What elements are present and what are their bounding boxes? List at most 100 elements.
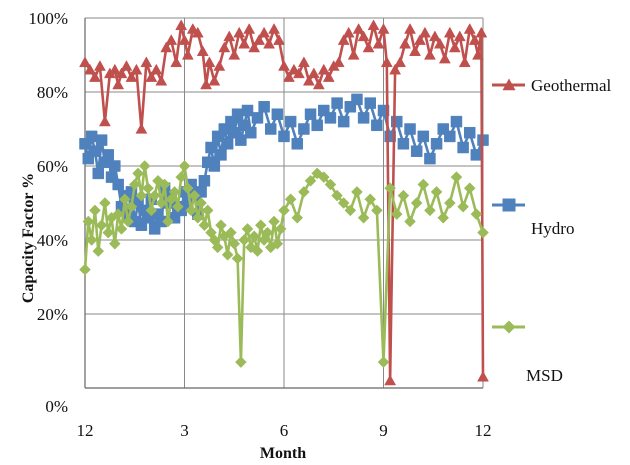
msd-point — [138, 160, 151, 172]
hydro-point — [430, 138, 443, 150]
geothermal-point — [196, 45, 209, 56]
hydro-point — [410, 145, 423, 157]
hydro-point — [109, 160, 121, 172]
msd-point — [142, 182, 154, 195]
geothermal-point — [170, 56, 183, 68]
geothermal-point — [297, 56, 310, 68]
geothermal-point — [372, 37, 385, 49]
geothermal-point — [112, 78, 125, 90]
x-tick-label: 6 — [280, 421, 289, 440]
y-tick-label: 20% — [37, 305, 68, 324]
msd-point — [417, 178, 430, 191]
geothermal-point — [352, 23, 365, 34]
geothermal-point — [238, 37, 251, 49]
hydro-point — [231, 108, 244, 120]
msd-point — [99, 197, 111, 209]
geothermal-point — [409, 45, 421, 56]
msd-point — [371, 204, 383, 217]
msd-point — [125, 200, 138, 213]
msd-point — [221, 248, 234, 261]
hydro-point — [337, 115, 350, 128]
geothermal-point — [213, 60, 226, 71]
geothermal-point — [243, 23, 256, 34]
hydro-point — [298, 123, 310, 135]
msd-point — [211, 241, 224, 254]
geothermal-point — [458, 56, 471, 68]
hydro-point — [264, 123, 277, 135]
msd-point — [181, 182, 194, 195]
msd-point — [337, 197, 350, 209]
msd-point — [191, 211, 204, 224]
msd-point — [261, 226, 274, 239]
geothermal-point — [178, 34, 191, 45]
msd-point — [248, 230, 261, 243]
msd-point — [331, 189, 343, 202]
hydro-point — [291, 138, 304, 150]
msd-point — [201, 204, 214, 217]
hydro-point — [251, 112, 264, 124]
msd-point — [397, 189, 410, 202]
hydro-point — [417, 130, 430, 143]
geothermal-point — [181, 48, 194, 60]
msd-point — [278, 204, 290, 217]
msd-point — [135, 189, 148, 202]
y-tick-label: 40% — [37, 231, 68, 250]
x-tick-label: 3 — [180, 421, 189, 440]
geothermal-point — [389, 63, 402, 75]
hydro-point — [102, 149, 114, 161]
y-tick-label: 80% — [37, 83, 68, 102]
msd-point — [304, 174, 317, 187]
msd-point — [82, 215, 95, 228]
geothermal-point — [120, 60, 133, 71]
geothermal-point — [404, 23, 416, 34]
geothermal-point — [342, 26, 355, 38]
msd-point — [228, 237, 241, 250]
hydro-point — [85, 130, 98, 143]
msd-point — [430, 186, 443, 198]
hydro-point — [205, 141, 217, 154]
hydro-point — [284, 115, 297, 128]
hydro-point — [470, 149, 483, 161]
msd-point — [115, 223, 128, 235]
hydro-point — [463, 126, 476, 139]
hydro-point — [258, 101, 270, 113]
msd-point — [271, 237, 284, 250]
geothermal-point — [135, 122, 148, 134]
msd-point — [178, 160, 191, 172]
msd-point — [298, 186, 310, 198]
msd-point — [195, 197, 207, 209]
hydro-point — [331, 97, 343, 109]
x-axis-label: Month — [260, 445, 306, 460]
hydro-point — [371, 119, 383, 132]
geothermal-point — [394, 56, 407, 68]
geothermal-point — [367, 19, 380, 31]
hydro-point — [351, 93, 363, 106]
geothermal-point — [477, 370, 489, 382]
hydro-point — [112, 178, 124, 191]
msd-point — [317, 171, 330, 183]
hydro-point — [271, 108, 284, 120]
geothermal-point — [438, 52, 451, 64]
msd-point — [424, 204, 436, 217]
geothermal-point — [140, 56, 153, 68]
geothermal-point — [278, 60, 290, 71]
y-axis-label: Capacity Factor % — [20, 173, 37, 303]
geothermal-point — [468, 34, 481, 45]
msd-point — [384, 182, 396, 195]
y-tick-label: 60% — [37, 157, 68, 176]
geothermal-point — [145, 71, 158, 82]
hydro-point — [450, 115, 463, 128]
msd-point — [344, 204, 357, 217]
msd-point — [268, 215, 280, 228]
hydro-point — [404, 123, 416, 135]
geothermal-point — [125, 71, 138, 82]
msd-point — [168, 186, 181, 198]
msd-point — [79, 263, 91, 276]
msd-point — [457, 200, 469, 213]
y-tick-label: 100% — [28, 9, 68, 28]
geothermal-point — [384, 374, 397, 386]
geothermal-point — [322, 71, 335, 82]
hydro-point — [215, 149, 227, 161]
geothermal-point — [218, 41, 231, 53]
